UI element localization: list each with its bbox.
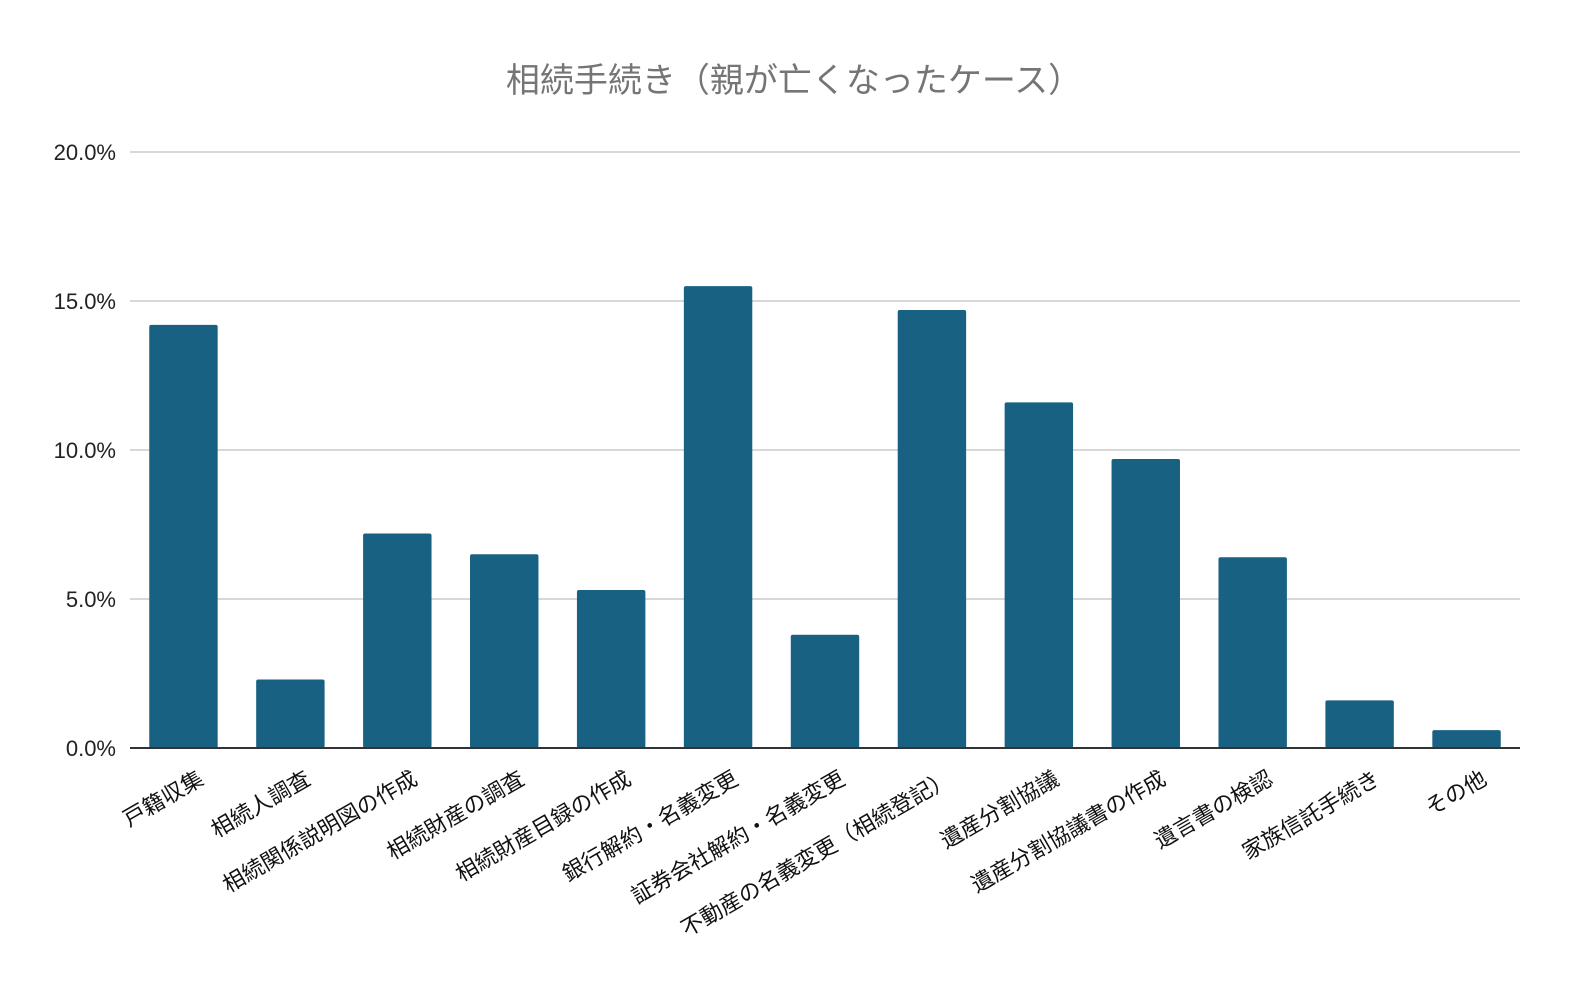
bar [790,634,860,748]
x-axis-category-labels: 戸籍収集 相続人調査相続関係説明図の作成相続財産の調査相続財産目録の作成銀行解約・… [119,767,1491,943]
y-tick-label: 0.0% [66,736,116,761]
bar [1218,557,1287,748]
bar [1432,730,1501,748]
x-tick-label: 戸籍収集 [119,767,208,833]
y-tick-label: 20.0% [54,140,116,165]
bar [1325,700,1394,748]
x-tick-label: 遺産分割協議書の作成 [967,767,1170,899]
bar [470,554,539,748]
bar [256,679,325,748]
bar [1004,402,1074,748]
bar [1111,458,1180,748]
gridlines [130,151,1520,600]
x-tick-label: 相続財産目録の作成 [452,767,636,888]
x-tick-label: 相続関係説明図の作成 [219,767,422,899]
bar [897,309,967,748]
bar [363,533,432,748]
bars [149,286,1501,748]
bar [576,590,646,748]
x-tick-label: その他 [1421,767,1491,822]
y-tick-label: 15.0% [54,289,116,314]
bar [683,286,753,748]
chart-title: 相続手続き（親が亡くなったケース） [506,61,1082,101]
y-tick-label: 5.0% [66,587,116,612]
y-tick-label: 10.0% [54,438,116,463]
y-axis-tick-labels: 0.0% 5.0% 10.0% 15.0% 20.0% [54,140,116,761]
bar [149,324,218,748]
x-tick-label: 銀行解約・名義変更 [559,767,743,888]
